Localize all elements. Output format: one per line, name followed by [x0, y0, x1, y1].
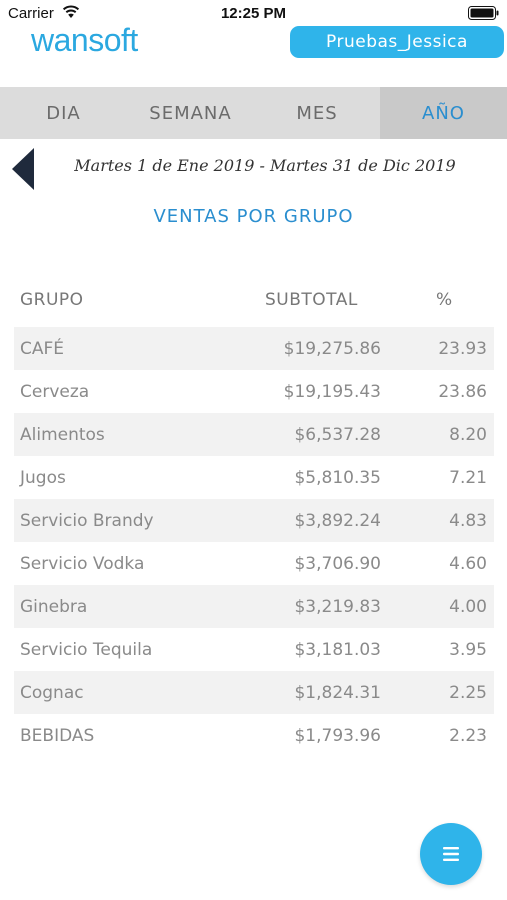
subtotal-cell: $19,275.86 [283, 339, 381, 359]
chevron-left-icon[interactable] [12, 148, 34, 190]
table-row: Servicio Brandy $3,892.24 4.83 [14, 499, 494, 542]
table-row: Alimentos $6,537.28 8.20 [14, 413, 494, 456]
subtotal-cell: $3,219.83 [294, 597, 381, 617]
column-header-percent: % [436, 290, 453, 310]
percent-cell: 7.21 [449, 468, 487, 488]
sales-table-body: CAFÉ $19,275.86 23.93 Cerveza $19,195.43… [14, 327, 494, 757]
table-row: Cerveza $19,195.43 23.86 [14, 370, 494, 413]
wifi-icon [62, 5, 80, 18]
tab-semana[interactable]: SEMANA [149, 102, 232, 124]
percent-cell: 23.86 [438, 382, 487, 402]
table-row: Servicio Vodka $3,706.90 4.60 [14, 542, 494, 585]
group-cell: Alimentos [20, 425, 105, 445]
column-header-subtotal: SUBTOTAL [265, 290, 358, 310]
carrier-label: Carrier [8, 5, 54, 22]
group-cell: Cerveza [20, 382, 90, 402]
subtotal-cell: $5,810.35 [294, 468, 381, 488]
subtotal-cell: $1,793.96 [294, 726, 381, 746]
table-header: GRUPO SUBTOTAL % [14, 290, 494, 314]
percent-cell: 3.95 [449, 640, 487, 660]
group-cell: Jugos [20, 468, 66, 488]
group-cell: Servicio Brandy [20, 511, 154, 531]
percent-cell: 4.83 [449, 511, 487, 531]
tab-dia[interactable]: DIA [46, 102, 81, 124]
subtotal-cell: $1,824.31 [294, 683, 381, 703]
group-cell: CAFÉ [20, 339, 65, 359]
status-time: 12:25 PM [220, 5, 287, 22]
status-bar: Carrier 12:25 PM [0, 0, 507, 28]
percent-cell: 4.60 [449, 554, 487, 574]
percent-cell: 8.20 [449, 425, 487, 445]
subtotal-cell: $3,892.24 [294, 511, 381, 531]
tab-ano[interactable]: AÑO [380, 87, 507, 139]
menu-icon [443, 847, 459, 861]
table-row: Servicio Tequila $3,181.03 3.95 [14, 628, 494, 671]
subtotal-cell: $19,195.43 [283, 382, 381, 402]
column-header-group: GRUPO [20, 290, 84, 310]
table-row: Cognac $1,824.31 2.25 [14, 671, 494, 714]
group-cell: Servicio Vodka [20, 554, 145, 574]
table-row: Jugos $5,810.35 7.21 [14, 456, 494, 499]
percent-cell: 2.23 [449, 726, 487, 746]
subtotal-cell: $6,537.28 [294, 425, 381, 445]
subtotal-cell: $3,181.03 [294, 640, 381, 660]
group-cell: BEBIDAS [20, 726, 95, 746]
menu-button[interactable] [420, 823, 482, 885]
percent-cell: 23.93 [438, 339, 487, 359]
percent-cell: 4.00 [449, 597, 487, 617]
user-account-button[interactable]: Pruebas_Jessica [290, 26, 504, 58]
percent-cell: 2.25 [449, 683, 487, 703]
group-cell: Ginebra [20, 597, 88, 617]
table-row: BEBIDAS $1,793.96 2.23 [14, 714, 494, 757]
period-tabs: DIA SEMANA MES AÑO [0, 87, 507, 139]
battery-icon [468, 6, 499, 20]
section-title: VENTAS POR GRUPO [153, 206, 354, 227]
group-cell: Cognac [20, 683, 84, 703]
group-cell: Servicio Tequila [20, 640, 153, 660]
date-range-label: Martes 1 de Ene 2019 - Martes 31 de Dic … [74, 156, 456, 175]
table-row: Ginebra $3,219.83 4.00 [14, 585, 494, 628]
wansoft-logo: wansoft [31, 22, 138, 58]
tab-mes[interactable]: MES [296, 102, 338, 124]
table-row: CAFÉ $19,275.86 23.93 [14, 327, 494, 370]
subtotal-cell: $3,706.90 [294, 554, 381, 574]
